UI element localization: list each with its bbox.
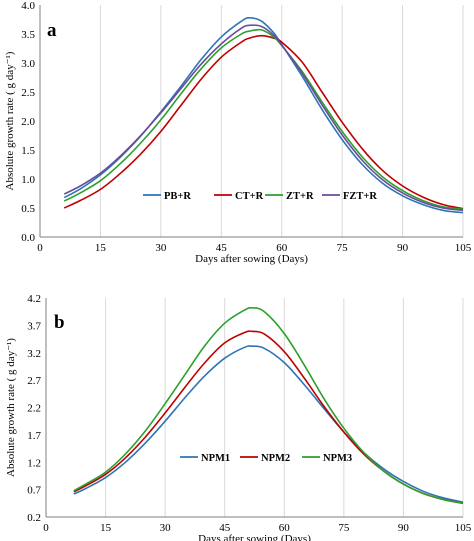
x-tick-label: 0 (43, 522, 49, 534)
x-tick-label: 30 (160, 522, 172, 534)
y-axis-label: Absolute growth rate ( g day⁻¹) (5, 338, 17, 477)
series-line-ct-r (63, 34, 464, 210)
series-line-pb-r (63, 16, 464, 214)
legend-entry: CT+R (235, 191, 264, 202)
y-tick-label: 3.7 (27, 320, 41, 332)
y-tick-label: 3.5 (21, 29, 35, 41)
y-tick-label: 3.0 (21, 58, 35, 70)
legend-entry: NPM1 (201, 453, 230, 464)
series-line-fzt-r (63, 24, 464, 212)
panel-a: 0 15 30 45 60 75 90 105 0.0 0.5 1.0 1.5 2.0 2.5 3.0 3.5… (4, 0, 472, 265)
y-tick-label: 2.2 (27, 403, 41, 415)
y-tick-label: 1.5 (21, 145, 35, 157)
y-tick-label: 3.2 (27, 348, 41, 360)
x-tick-label: 75 (338, 522, 350, 534)
x-tick-label: 90 (397, 242, 409, 254)
y-tick-label: 1.2 (27, 457, 41, 469)
x-axis-label: Days after sowing (Days) (195, 253, 308, 265)
y-tick-label: 0.0 (21, 232, 35, 244)
y-tick-label: 2.0 (21, 116, 35, 128)
series-line-npm1 (73, 345, 464, 503)
x-tick-label: 90 (398, 522, 410, 534)
y-tick-label: 2.7 (27, 375, 41, 387)
series-line-npm2 (73, 330, 464, 505)
legend-entry: PB+R (164, 191, 191, 202)
x-tick-label: 75 (337, 242, 349, 254)
legend-entry: ZT+R (286, 191, 314, 202)
panel-letter: a (47, 20, 57, 41)
x-tick-label: 105 (455, 522, 472, 534)
legend-entry: NPM2 (261, 453, 290, 464)
y-tick-label: 0.5 (21, 203, 35, 215)
x-axis-label: Days after sowing (Days) (198, 533, 311, 541)
legend: PB+R CT+R ZT+R FZT+R (143, 191, 377, 202)
panel-b: 0 15 30 45 60 75 90 105 0.2 0.7 1.2 1.7 2.2 2.7 3.2 3.7… (5, 293, 472, 541)
x-tick-label: 60 (276, 242, 288, 254)
legend: NPM1 NPM2 NPM3 (180, 453, 352, 464)
x-tick-label: 45 (216, 242, 228, 254)
x-tick-label: 15 (100, 522, 112, 534)
x-tick-label: 30 (155, 242, 167, 254)
y-tick-label: 4.0 (21, 0, 35, 12)
x-tick-label: 15 (95, 242, 107, 254)
x-tick-label: 0 (37, 242, 43, 254)
x-tick-label: 60 (279, 522, 291, 534)
legend-entry: FZT+R (343, 191, 377, 202)
y-axis-label: Absolute growth rate ( g day⁻¹) (4, 51, 16, 190)
panel-letter: b (54, 312, 65, 333)
y-tick-label: 0.2 (27, 512, 41, 524)
y-tick-label: 4.2 (27, 293, 41, 305)
y-tick-label: 0.7 (27, 485, 41, 497)
legend-entry: NPM3 (323, 453, 352, 464)
x-tick-label: 45 (219, 522, 231, 534)
y-tick-label: 1.0 (21, 174, 35, 186)
y-tick-label: 2.5 (21, 87, 35, 99)
x-tick-label: 105 (455, 242, 472, 254)
y-tick-label: 1.7 (27, 430, 41, 442)
series-line-npm3 (73, 306, 464, 505)
series-line-zt-r (63, 28, 464, 210)
